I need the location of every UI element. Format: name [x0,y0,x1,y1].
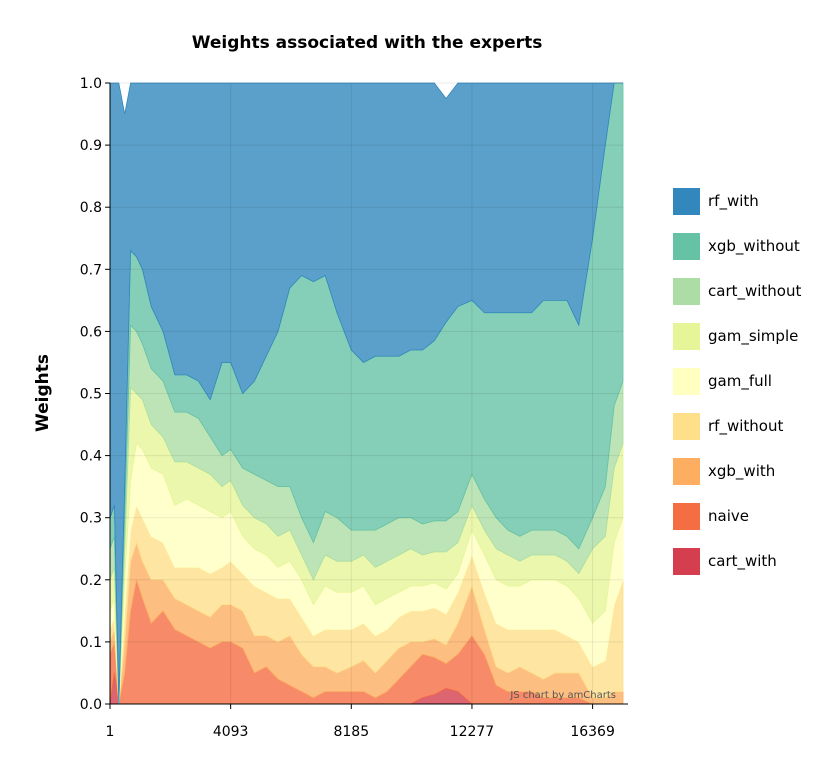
y-tick-label: 0.9 [80,138,102,154]
y-tick-label: 0.8 [80,200,102,216]
x-tick-label: 12277 [450,724,495,740]
y-tick-label: 1.0 [80,76,102,92]
y-tick-label: 0.1 [80,635,102,651]
y-tick-label: 0.7 [80,262,102,278]
legend-label: xgb_without [708,237,800,255]
legend-swatch [673,548,700,575]
y-tick-label: 0.5 [80,387,102,403]
legend-swatch [673,188,700,215]
legend-label: gam_simple [708,327,799,345]
y-axis-label: Weights [33,354,53,432]
legend-swatch [673,368,700,395]
x-tick-label: 8185 [333,724,369,740]
area-rf-with [109,82,623,705]
y-tick-label: 0.2 [80,573,102,589]
chart-title: Weights associated with the experts [192,33,543,53]
legend-label: xgb_with [708,462,776,480]
y-tick-label: 0.3 [80,511,102,527]
x-tick-label: 16369 [570,724,615,740]
tick-labels: 0.0 0.1 0.2 0.3 0.4 0.5 0.6 0.7 0.8 0.9 1.0 1 4093 81… [80,76,615,740]
legend-swatch [673,503,700,530]
legend-label: gam_full [708,372,772,390]
legend-swatch [673,233,700,260]
legend-label: cart_without [708,282,802,300]
axes [105,82,628,709]
x-tick-label: 1 [106,724,115,740]
gridlines [109,82,623,705]
legend-swatch [673,278,700,305]
y-tick-label: 0.6 [80,324,102,340]
y-tick-label: 0.0 [80,697,102,713]
legend-label: naive [708,507,749,525]
legend-label: rf_with [708,192,759,210]
legend-swatch [673,323,700,350]
x-tick-label: 4093 [213,724,249,740]
legend-label: rf_without [708,417,784,435]
legend-label: cart_with [708,552,777,570]
y-tick-label: 0.4 [80,449,102,465]
legend-swatch [673,413,700,440]
legend-swatch [673,458,700,485]
chart-credit: JS chart by amCharts [509,690,616,701]
